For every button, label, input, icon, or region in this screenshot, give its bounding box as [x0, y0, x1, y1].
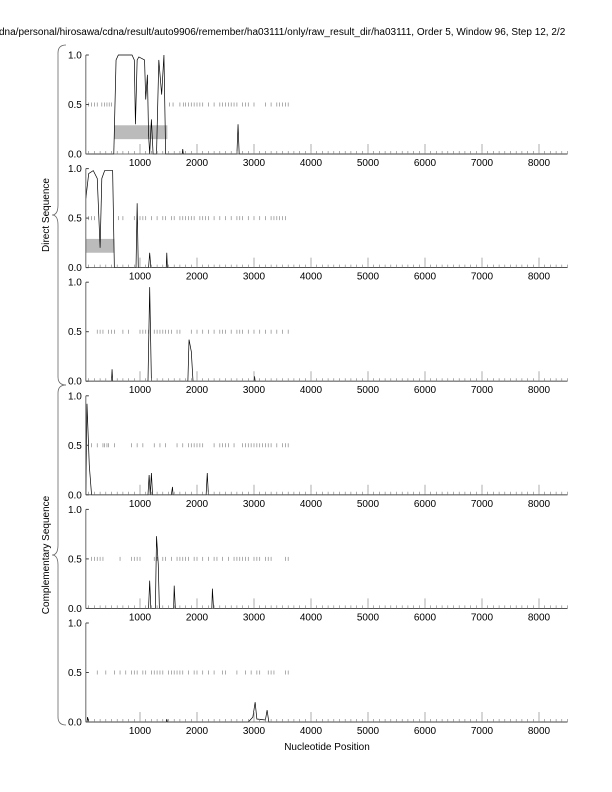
- x-tick-label: 1000: [129, 499, 152, 510]
- x-tick-label: 1000: [129, 158, 152, 169]
- panel-2: 0.0 0.5 1.0 1000 2000 3000 4000 5000 6000 7000 800…: [68, 164, 568, 283]
- x-tick-label: 3000: [243, 726, 266, 737]
- panel-6: 0.0 0.5 1.0 1000 2000 3000 4000 5000 6000 7000 800…: [68, 619, 568, 737]
- y-tick-label: 0.5: [68, 668, 82, 679]
- y-tick-label: 0.5: [68, 554, 82, 565]
- x-tick-label: 6000: [414, 612, 437, 623]
- y-tick-label: 0.5: [68, 214, 82, 225]
- x-tick-label: 8000: [528, 726, 551, 737]
- x-tick-label: 8000: [528, 612, 551, 623]
- y-tick-label: 0.0: [68, 150, 82, 161]
- x-tick-label: 8000: [528, 158, 551, 169]
- x-tick-label: 2000: [186, 499, 209, 510]
- x-tick-label: 8000: [528, 385, 551, 396]
- x-tick-label: 6000: [414, 385, 437, 396]
- group-label-complementary: Complementary Sequence: [41, 495, 52, 614]
- score-line: [85, 702, 568, 723]
- x-tick-label: 4000: [300, 158, 323, 169]
- x-tick-label: 6000: [414, 158, 437, 169]
- x-tick-label: 4000: [300, 272, 323, 283]
- x-tick-label: 1000: [129, 272, 152, 283]
- x-tick-label: 5000: [357, 612, 380, 623]
- x-tick-label: 4000: [300, 726, 323, 737]
- x-tick-label: 1000: [129, 385, 152, 396]
- group-label-direct: Direct Sequence: [41, 178, 52, 252]
- x-tick-label: 3000: [243, 612, 266, 623]
- y-tick-label: 1.0: [68, 164, 82, 175]
- y-tick-label: 0.0: [68, 604, 82, 615]
- panel-3: 0.0 0.5 1.0 1000 2000 3000 4000 5000 6000 7000 800…: [68, 278, 568, 396]
- score-line: [85, 54, 568, 155]
- x-tick-label: 4000: [300, 612, 323, 623]
- y-tick-label: 1.0: [68, 51, 82, 62]
- x-tick-label: 3000: [243, 158, 266, 169]
- panel-4: 0.0 0.5 1.0 1000 2000 3000 4000 5000 6000 7000 800…: [68, 391, 568, 510]
- y-tick-label: 1.0: [68, 505, 82, 516]
- x-tick-label: 4000: [300, 499, 323, 510]
- chart-title: cdna/personal/hirosawa/cdna/result/auto9…: [0, 27, 566, 38]
- x-tick-label: 3000: [243, 499, 266, 510]
- y-tick-label: 0.5: [68, 100, 82, 111]
- group-brace-direct: [51, 44, 67, 386]
- x-tick-label: 7000: [471, 499, 494, 510]
- score-line: [85, 287, 568, 382]
- y-tick-label: 0.0: [68, 263, 82, 274]
- x-tick-label: 7000: [471, 612, 494, 623]
- x-tick-label: 7000: [471, 158, 494, 169]
- x-tick-label: 3000: [243, 272, 266, 283]
- x-tick-label: 1000: [129, 726, 152, 737]
- y-tick-label: 0.0: [68, 377, 82, 388]
- y-tick-label: 1.0: [68, 391, 82, 402]
- x-tick-label: 5000: [357, 385, 380, 396]
- score-line: [85, 170, 568, 268]
- x-tick-label: 6000: [414, 272, 437, 283]
- x-tick-label: 2000: [186, 158, 209, 169]
- x-tick-label: 5000: [357, 726, 380, 737]
- x-axis-label: Nucleotide Position: [284, 742, 370, 753]
- x-tick-label: 4000: [300, 385, 323, 396]
- x-tick-label: 2000: [186, 385, 209, 396]
- y-tick-label: 0.0: [68, 490, 82, 501]
- y-tick-label: 0.5: [68, 327, 82, 338]
- x-tick-label: 6000: [414, 726, 437, 737]
- y-tick-label: 1.0: [68, 619, 82, 630]
- panel-5: 0.0 0.5 1.0 1000 2000 3000 4000 5000 6000 7000 800…: [68, 505, 568, 623]
- x-tick-label: 5000: [357, 158, 380, 169]
- y-tick-label: 1.0: [68, 278, 82, 289]
- x-tick-label: 8000: [528, 272, 551, 283]
- x-tick-label: 3000: [243, 385, 266, 396]
- group-brace-complementary: [51, 384, 67, 726]
- y-tick-label: 0.5: [68, 441, 82, 452]
- x-tick-label: 1000: [129, 612, 152, 623]
- x-tick-label: 2000: [186, 612, 209, 623]
- x-tick-label: 7000: [471, 726, 494, 737]
- x-tick-label: 2000: [186, 726, 209, 737]
- region-box: [114, 125, 168, 140]
- score-line: [85, 403, 568, 496]
- x-tick-label: 8000: [528, 499, 551, 510]
- x-tick-label: 5000: [357, 499, 380, 510]
- y-tick-label: 0.0: [68, 718, 82, 729]
- x-tick-label: 2000: [186, 272, 209, 283]
- panel-1: 0.0 0.5 1.0 1000 2000 3000 4000 5000 6000 7000 800…: [68, 51, 568, 169]
- score-line: [85, 536, 568, 609]
- x-tick-label: 7000: [471, 272, 494, 283]
- x-tick-label: 5000: [357, 272, 380, 283]
- x-tick-label: 6000: [414, 499, 437, 510]
- x-tick-label: 7000: [471, 385, 494, 396]
